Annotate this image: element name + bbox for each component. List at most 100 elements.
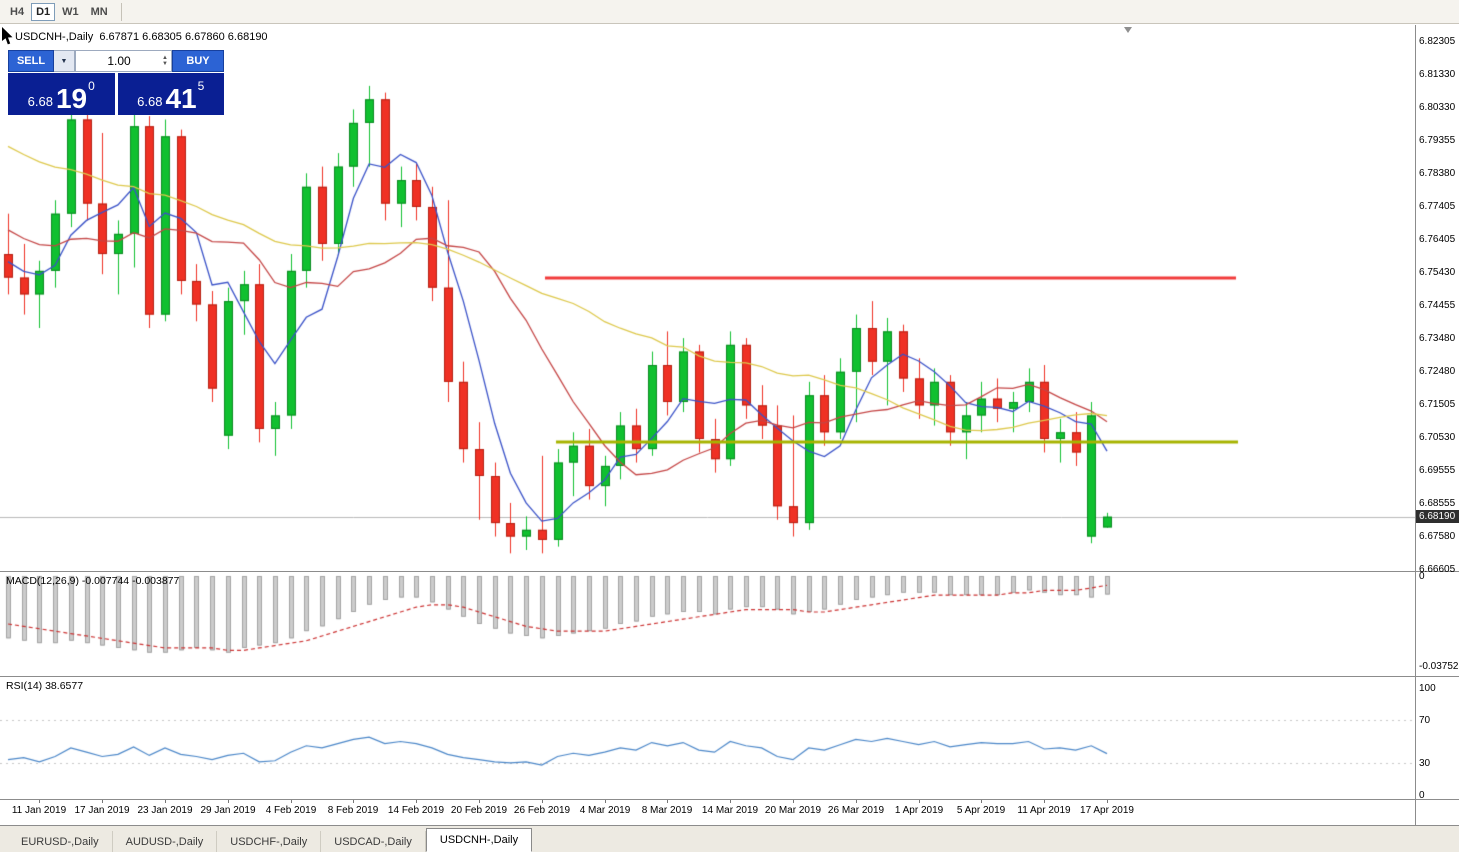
time-axis-label: 20 Mar 2019 xyxy=(764,805,822,816)
buy-button[interactable]: BUY xyxy=(172,50,224,72)
price-scale-label: 6.66605 xyxy=(1419,564,1456,575)
timeframe-button-mn[interactable]: MN xyxy=(90,5,108,18)
macd-indicator-panel: MACD(12,26,9) -0.007744 -0.003877 xyxy=(0,572,1415,676)
price-scale-label: 6.72480 xyxy=(1419,366,1456,378)
timeframe-button-h4[interactable]: H4 xyxy=(10,5,25,18)
time-axis-tick xyxy=(228,800,229,803)
chart-tab-audusd-daily[interactable]: AUDUSD-,Daily xyxy=(113,831,218,852)
price-scale-label: 6.67580 xyxy=(1419,531,1456,543)
volume-dropdown-button[interactable]: ▼ xyxy=(54,50,75,72)
time-axis-tick xyxy=(1107,800,1108,803)
chart-shift-marker[interactable] xyxy=(1124,27,1132,33)
time-axis-label: 4 Feb 2019 xyxy=(265,805,317,816)
time-axis-label: 14 Mar 2019 xyxy=(701,805,759,816)
stepper-up-icon[interactable]: ▲ xyxy=(162,55,168,61)
toolbar-separator xyxy=(120,2,122,21)
time-axis-tick xyxy=(542,800,543,803)
price-scale-label: 6.81330 xyxy=(1419,68,1456,80)
timeframe-button-d1[interactable]: D1 xyxy=(31,2,56,21)
rsi-scale-label: 0 xyxy=(1419,790,1425,801)
chart-tab-usdcad-daily[interactable]: USDCAD-,Daily xyxy=(321,831,426,852)
time-axis-tick xyxy=(605,800,606,803)
time-axis-label: 23 Jan 2019 xyxy=(137,805,193,816)
time-axis-tick xyxy=(667,800,668,803)
price-scale-divider[interactable] xyxy=(1415,25,1416,826)
sell-price-fraction: 0 xyxy=(88,79,95,93)
volume-value[interactable]: 1.00 xyxy=(107,54,131,68)
timeframe-button-w1[interactable]: W1 xyxy=(62,5,79,18)
time-axis-tick xyxy=(479,800,480,803)
chart-tab-usdcnh-daily[interactable]: USDCNH-,Daily xyxy=(425,828,533,852)
price-scale-label: 6.75430 xyxy=(1419,267,1456,279)
tabbar-border xyxy=(0,825,1459,826)
price-scale-label: 6.74455 xyxy=(1419,300,1456,311)
time-axis-tick xyxy=(981,800,982,803)
volume-field[interactable]: 1.00 ▲ ▼ xyxy=(75,50,172,72)
rsi-indicator-panel: RSI(14) 38.6577 xyxy=(0,677,1415,799)
sell-button[interactable]: SELL xyxy=(8,50,54,72)
time-axis-tick xyxy=(291,800,292,803)
current-price-tag: 6.68190 xyxy=(1416,509,1459,523)
time-axis-label: 17 Jan 2019 xyxy=(74,805,130,816)
time-axis-label: 20 Feb 2019 xyxy=(450,805,508,816)
price-scale-label: 6.69555 xyxy=(1419,464,1456,476)
price-scale-label: 6.68555 xyxy=(1419,498,1456,510)
timeframe-toolbar: H4 D1 W1 MN xyxy=(0,0,1459,24)
time-axis-label: 11 Apr 2019 xyxy=(1017,805,1071,816)
rsi-scale-label: 30 xyxy=(1419,757,1431,769)
sell-price-base: 6.68 xyxy=(27,94,53,109)
chart-tab-usdchf-daily[interactable]: USDCHF-,Daily xyxy=(217,831,322,852)
price-chart-panel: USDCNH-,Daily 6.67871 6.68305 6.67860 6.… xyxy=(0,25,1415,571)
macd-scale-label: 0 xyxy=(1419,571,1425,582)
time-axis-tick xyxy=(919,800,920,803)
time-axis-label: 1 Apr 2019 xyxy=(894,805,944,816)
chart-tabs-bar: EURUSD-,Daily AUDUSD-,Daily USDCHF-,Daily U… xyxy=(0,826,1459,852)
price-scale-label: 6.79355 xyxy=(1419,135,1456,147)
timeframe-buttons: H4 D1 W1 MN xyxy=(5,2,115,21)
buy-price-display[interactable]: 6.68 41 5 xyxy=(117,73,224,115)
time-axis-tick xyxy=(856,800,857,803)
sell-price-display[interactable]: 6.68 19 0 xyxy=(8,73,115,115)
candlestick-chart[interactable] xyxy=(0,25,1415,571)
price-scale-label: 6.78380 xyxy=(1419,168,1456,179)
buy-price-fraction: 5 xyxy=(197,79,205,93)
price-scale-label: 6.80330 xyxy=(1419,102,1456,114)
time-axis-label: 29 Jan 2019 xyxy=(200,805,256,816)
panel-separator[interactable] xyxy=(0,676,1459,677)
price-scale-label: 6.70530 xyxy=(1419,432,1456,443)
buy-price-base: 6.68 xyxy=(137,94,163,109)
rsi-indicator-chart[interactable] xyxy=(0,677,1415,799)
macd-label: MACD(12,26,9) -0.007744 -0.003877 xyxy=(6,575,180,587)
panel-separator[interactable] xyxy=(0,571,1459,572)
time-axis-label: 8 Feb 2019 xyxy=(327,805,379,816)
mouse-cursor-icon xyxy=(2,27,13,45)
time-axis-tick xyxy=(165,800,166,803)
volume-stepper[interactable]: ▲ ▼ xyxy=(162,55,168,67)
chart-tab-eurusd-daily[interactable]: EURUSD-,Daily xyxy=(8,831,113,852)
time-axis-tick xyxy=(1044,800,1045,803)
time-axis-label: 11 Jan 2019 xyxy=(11,805,67,816)
time-axis-tick xyxy=(793,800,794,803)
macd-indicator-chart[interactable] xyxy=(0,572,1415,676)
price-scale-label: 6.71505 xyxy=(1419,399,1456,411)
stepper-down-icon[interactable]: ▼ xyxy=(162,61,168,67)
buy-price-pips: 41 xyxy=(165,82,197,114)
one-click-trading-panel: SELL ▼ 1.00 ▲ ▼ BUY 6.68 19 0 6.68 41 5 xyxy=(8,50,224,115)
price-scale-label: 6.77405 xyxy=(1419,200,1456,212)
time-axis-tick xyxy=(730,800,731,803)
price-scale-label: 6.76405 xyxy=(1419,234,1456,246)
macd-scale-label: -0.03752 xyxy=(1419,661,1459,672)
chevron-down-icon: ▼ xyxy=(60,57,68,65)
rsi-label: RSI(14) 38.6577 xyxy=(6,680,84,692)
time-axis[interactable]: 11 Jan 2019 17 Jan 2019 23 Jan 2019 29 Jan … xyxy=(0,800,1415,825)
price-scale-label: 6.82305 xyxy=(1419,36,1456,47)
time-axis-label: 5 Apr 2019 xyxy=(956,805,1006,816)
rsi-scale-label: 100 xyxy=(1419,683,1436,694)
time-axis-border xyxy=(0,799,1459,800)
symbol-info: USDCNH-,Daily 6.67871 6.68305 6.67860 6.… xyxy=(15,31,268,43)
price-scale-label: 6.73480 xyxy=(1419,332,1456,344)
time-axis-tick xyxy=(39,800,40,803)
time-axis-label: 14 Feb 2019 xyxy=(387,805,445,816)
time-axis-label: 8 Mar 2019 xyxy=(641,805,693,816)
